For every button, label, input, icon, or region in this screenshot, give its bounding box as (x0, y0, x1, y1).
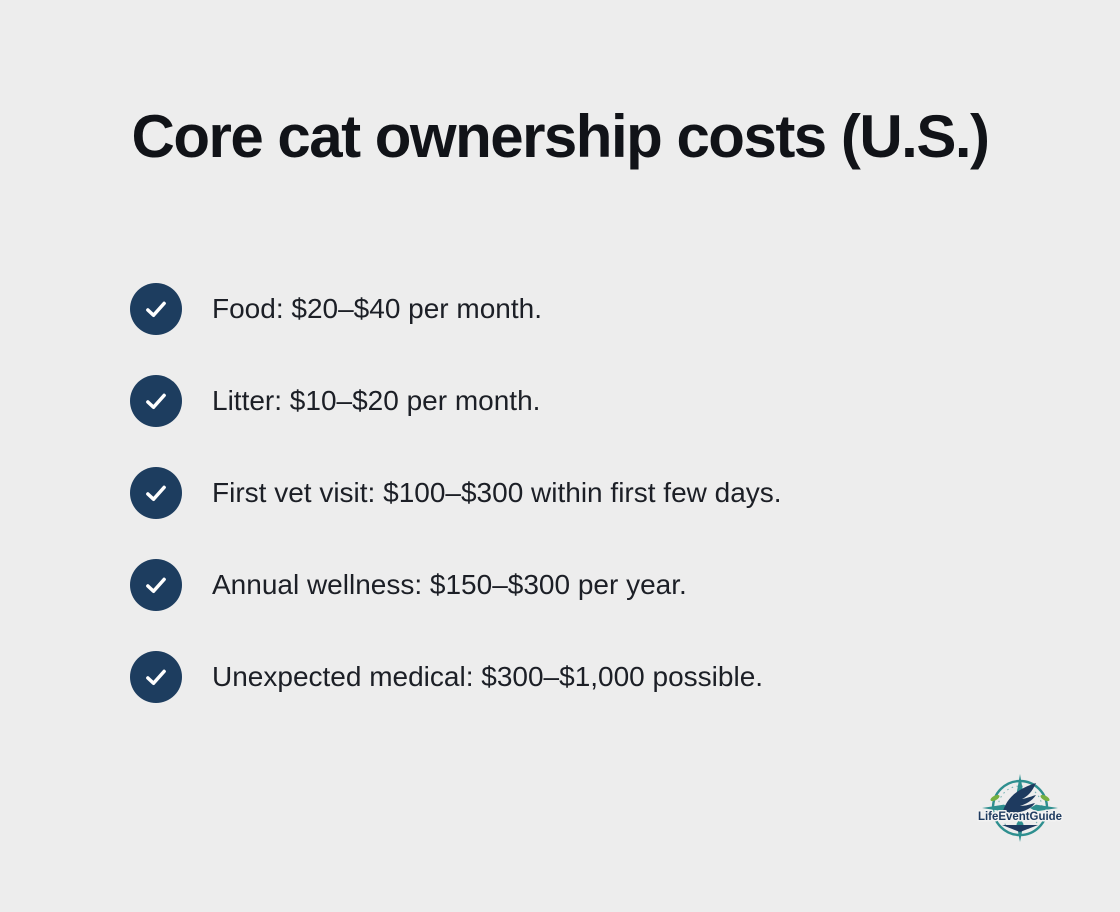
check-icon (130, 559, 182, 611)
list-item-label: First vet visit: $100–$300 within first … (212, 477, 782, 509)
check-icon (130, 467, 182, 519)
check-icon (130, 651, 182, 703)
list-item: Litter: $10–$20 per month. (130, 375, 782, 427)
leaf-icon (990, 794, 1050, 802)
list-item: Food: $20–$40 per month. (130, 283, 782, 335)
check-icon (130, 375, 182, 427)
list-item-label: Annual wellness: $150–$300 per year. (212, 569, 687, 601)
brand-wordmark: LifeEventGuide (978, 811, 1062, 823)
checklist: Food: $20–$40 per month. Litter: $10–$20… (130, 283, 782, 743)
list-item: Annual wellness: $150–$300 per year. (130, 559, 782, 611)
list-item-label: Food: $20–$40 per month. (212, 293, 543, 325)
list-item: Unexpected medical: $300–$1,000 possible… (130, 651, 782, 703)
mountain-path-icon (1002, 783, 1038, 832)
brand-logo: LifeEventGuide (968, 768, 1072, 852)
check-icon (130, 283, 182, 335)
list-item-label: Unexpected medical: $300–$1,000 possible… (212, 661, 764, 693)
page-title: Core cat ownership costs (U.S.) (131, 103, 990, 170)
list-item-label: Litter: $10–$20 per month. (212, 385, 541, 417)
list-item: First vet visit: $100–$300 within first … (130, 467, 782, 519)
